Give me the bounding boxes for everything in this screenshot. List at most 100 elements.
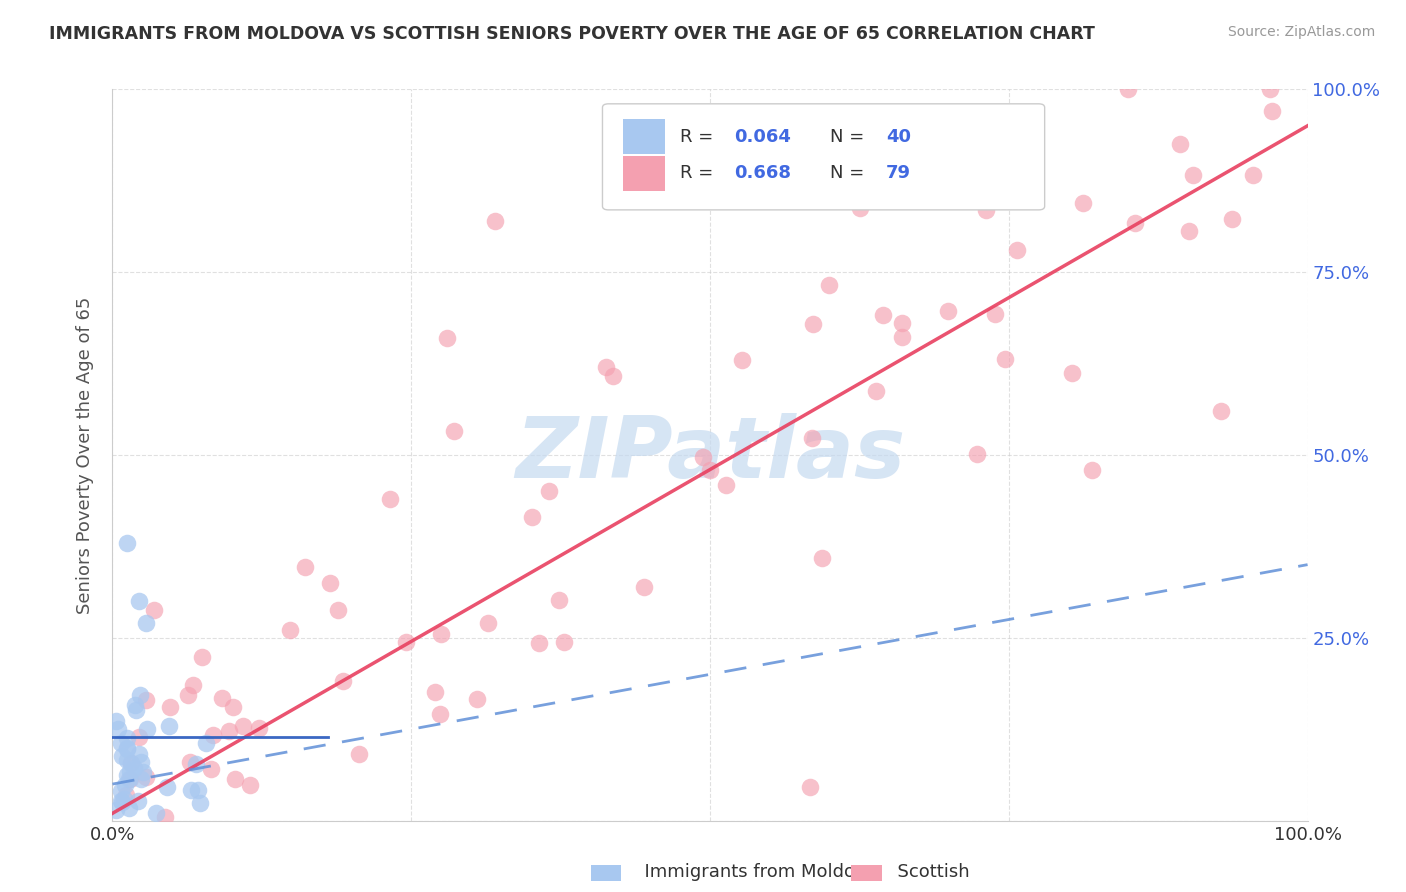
Point bbox=[423, 685, 446, 699]
Point bbox=[135, 770, 157, 784]
Point bbox=[224, 772, 246, 786]
Point bbox=[218, 723, 240, 738]
Point bbox=[112, 792, 135, 806]
Point bbox=[1116, 82, 1139, 96]
Point bbox=[692, 450, 714, 464]
Point bbox=[731, 352, 754, 367]
Point bbox=[183, 678, 205, 692]
Point bbox=[326, 603, 349, 617]
Point bbox=[114, 788, 136, 802]
Point bbox=[1168, 136, 1191, 151]
Point bbox=[872, 308, 894, 322]
Point bbox=[145, 806, 167, 821]
Point bbox=[118, 764, 141, 779]
Point bbox=[548, 593, 571, 607]
Point bbox=[553, 635, 575, 649]
Point bbox=[120, 756, 142, 770]
Point bbox=[124, 703, 146, 717]
Point bbox=[332, 674, 354, 689]
Text: Scottish: Scottish bbox=[886, 863, 969, 881]
Point bbox=[177, 688, 200, 702]
Point bbox=[1260, 82, 1282, 96]
Point bbox=[430, 627, 453, 641]
Point bbox=[179, 755, 201, 769]
Point bbox=[1062, 366, 1084, 380]
Point bbox=[1261, 104, 1284, 119]
Point bbox=[465, 692, 488, 706]
Point bbox=[124, 698, 146, 713]
Point bbox=[110, 795, 132, 809]
Point bbox=[633, 580, 655, 594]
Bar bbox=[623, 156, 665, 191]
Point bbox=[156, 780, 179, 794]
Text: N =: N = bbox=[830, 128, 869, 145]
Point bbox=[817, 278, 839, 293]
Point bbox=[190, 796, 212, 810]
Point bbox=[1220, 212, 1243, 227]
Point bbox=[142, 603, 165, 617]
Point bbox=[1123, 215, 1146, 229]
Point bbox=[105, 803, 128, 817]
Point bbox=[180, 783, 202, 797]
Point bbox=[865, 384, 887, 398]
Point bbox=[436, 331, 458, 345]
Point bbox=[520, 509, 543, 524]
Point bbox=[115, 535, 138, 549]
Text: ZIPatlas: ZIPatlas bbox=[515, 413, 905, 497]
Point bbox=[239, 778, 262, 792]
Point bbox=[118, 772, 141, 786]
Point bbox=[891, 316, 914, 330]
Point bbox=[278, 623, 301, 637]
Point bbox=[153, 810, 176, 824]
Point bbox=[319, 576, 342, 591]
Text: 79: 79 bbox=[886, 164, 911, 182]
Point bbox=[477, 616, 499, 631]
Point bbox=[1209, 403, 1232, 417]
Point bbox=[127, 793, 149, 807]
Point bbox=[110, 784, 132, 798]
Point bbox=[111, 748, 134, 763]
Point bbox=[129, 755, 152, 769]
Point bbox=[128, 594, 150, 608]
Point bbox=[699, 462, 721, 476]
Text: R =: R = bbox=[681, 128, 718, 145]
Point bbox=[232, 719, 254, 733]
Point bbox=[187, 783, 209, 797]
Point bbox=[190, 650, 212, 665]
Point bbox=[1073, 195, 1095, 210]
Text: N =: N = bbox=[830, 164, 869, 182]
Point bbox=[443, 424, 465, 438]
Point bbox=[114, 778, 136, 792]
Point bbox=[429, 707, 451, 722]
Point bbox=[135, 693, 157, 707]
Point bbox=[129, 772, 152, 787]
Text: IMMIGRANTS FROM MOLDOVA VS SCOTTISH SENIORS POVERTY OVER THE AGE OF 65 CORRELATI: IMMIGRANTS FROM MOLDOVA VS SCOTTISH SENI… bbox=[49, 25, 1095, 43]
Point bbox=[222, 699, 245, 714]
Text: Source: ZipAtlas.com: Source: ZipAtlas.com bbox=[1227, 25, 1375, 39]
Point bbox=[159, 700, 181, 714]
Point bbox=[115, 768, 138, 782]
Point bbox=[117, 801, 139, 815]
Point bbox=[801, 317, 824, 331]
Point bbox=[801, 431, 824, 445]
Text: 0.064: 0.064 bbox=[734, 128, 790, 145]
Bar bbox=[623, 120, 665, 154]
Point bbox=[347, 747, 370, 761]
Point bbox=[111, 795, 134, 809]
Point bbox=[799, 780, 821, 795]
Point bbox=[966, 447, 988, 461]
Point bbox=[115, 742, 138, 756]
Point bbox=[157, 718, 180, 732]
Point bbox=[1241, 168, 1264, 182]
Point bbox=[1007, 244, 1029, 258]
Point bbox=[595, 359, 617, 374]
Point bbox=[1178, 224, 1201, 238]
Point bbox=[849, 201, 872, 215]
Point bbox=[118, 772, 141, 787]
Point bbox=[890, 330, 912, 344]
Point bbox=[117, 731, 139, 745]
Point bbox=[115, 740, 138, 755]
Point bbox=[810, 550, 832, 565]
Point bbox=[122, 761, 145, 775]
Point bbox=[115, 753, 138, 767]
